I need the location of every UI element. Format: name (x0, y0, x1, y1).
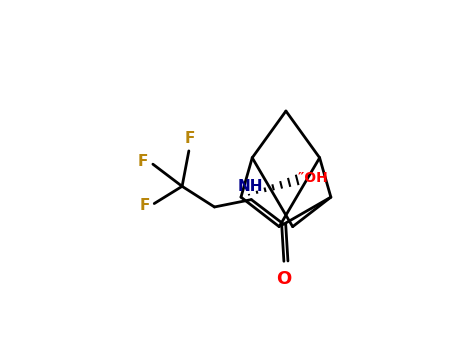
Text: F: F (139, 198, 150, 214)
Text: F: F (185, 131, 195, 146)
Text: ′′OH: ′′OH (298, 171, 329, 185)
Text: O: O (276, 270, 291, 288)
Text: F: F (138, 154, 148, 169)
Text: NH: NH (237, 179, 263, 194)
